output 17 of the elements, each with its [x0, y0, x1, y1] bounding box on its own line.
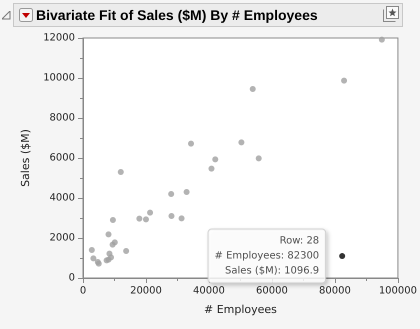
y-tick-label: 12000: [43, 32, 75, 44]
x-tick-label: 80000: [319, 286, 351, 296]
chart-title: Bivariate Fit of Sales ($M) By # Employees: [36, 6, 318, 25]
annotation: Row: 28 # Employees: 82300 Sales ($M): 1096.9: [214, 236, 320, 277]
y-tick-label: 4000: [50, 192, 75, 204]
x-tick-label: 40000: [193, 286, 225, 296]
y-tick-label: 2000: [50, 232, 75, 244]
y-tick-label: 8000: [50, 112, 75, 124]
y-tick-label: 10000: [43, 72, 75, 84]
x-tick-label: 60000: [256, 286, 288, 296]
x-tick-label: 0: [80, 286, 86, 296]
x-axis-title: # Employees: [204, 303, 278, 316]
x-tick-label: 20000: [130, 286, 162, 296]
y-tick-label: 6000: [50, 152, 75, 164]
y-axis-title: Sales ($M): [19, 129, 32, 187]
y-tick-label: 0: [68, 272, 75, 284]
x-tick-label: 100000: [378, 286, 418, 296]
